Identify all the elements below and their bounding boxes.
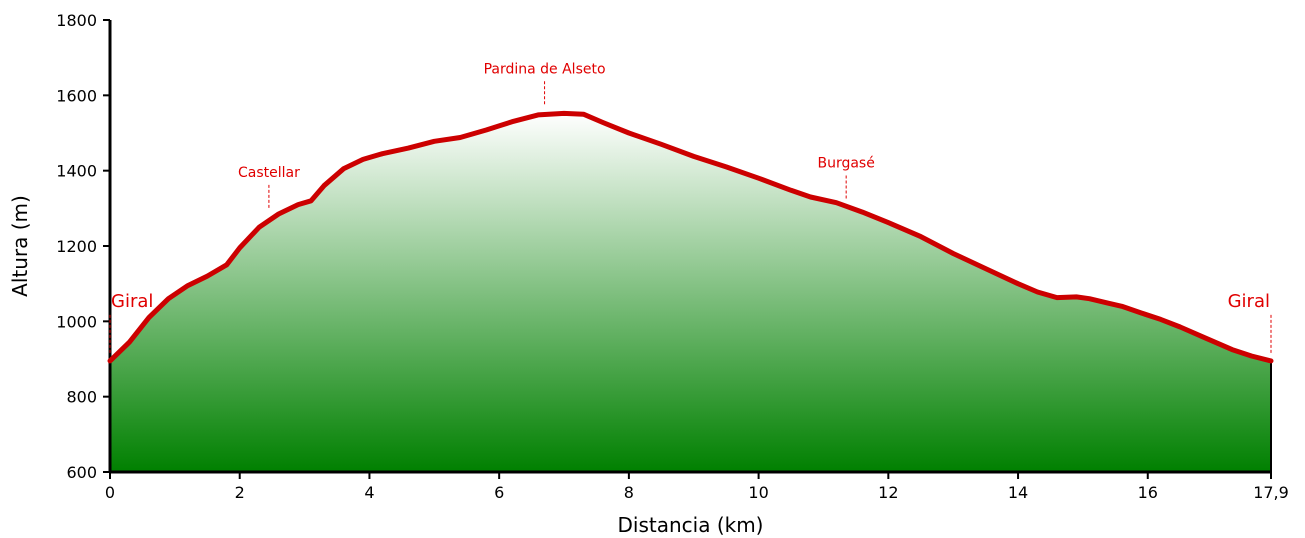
x-tick-label: 14 <box>1008 483 1028 502</box>
y-tick-label: 1200 <box>56 237 97 256</box>
x-tick-label: 12 <box>878 483 898 502</box>
x-tick-label: 2 <box>235 483 245 502</box>
annotation-label: Pardina de Alseto <box>484 61 606 77</box>
x-tick-label: 0 <box>105 483 115 502</box>
annotations-group: Giral Castellar Pardina de Alseto Burgasé Gi… <box>109 61 1272 353</box>
elevation-area-fill <box>110 113 1271 473</box>
x-tick-label: 4 <box>364 483 374 502</box>
x-tick-label: 6 <box>494 483 504 502</box>
y-tick-label: 1600 <box>56 86 97 105</box>
elevation-profile-line <box>107 110 1274 364</box>
y-tick-label: 1000 <box>56 312 97 331</box>
y-tick-label: 1800 <box>56 11 97 30</box>
annotation-label: Burgasé <box>817 155 874 171</box>
x-tick-label: 16 <box>1138 483 1158 502</box>
x-tick-label: 10 <box>748 483 768 502</box>
annotation-label: Giral <box>111 291 153 312</box>
y-tick-label: 600 <box>66 463 97 482</box>
annotation-label: Castellar <box>238 165 300 181</box>
y-tick-label: 800 <box>66 388 97 407</box>
x-ticks-group: 0 2 4 6 8 10 12 14 16 17,9 <box>105 472 1289 502</box>
x-axis-title: Distancia (km) <box>618 513 764 537</box>
x-tick-label: 17,9 <box>1253 483 1289 502</box>
y-tick-label: 1400 <box>56 162 97 181</box>
annotation-label: Giral <box>1228 291 1270 312</box>
x-tick-label: 8 <box>624 483 634 502</box>
y-ticks-group: 600 800 1000 1200 1400 1600 1800 <box>56 11 110 482</box>
y-axis-title: Altura (m) <box>8 195 32 297</box>
